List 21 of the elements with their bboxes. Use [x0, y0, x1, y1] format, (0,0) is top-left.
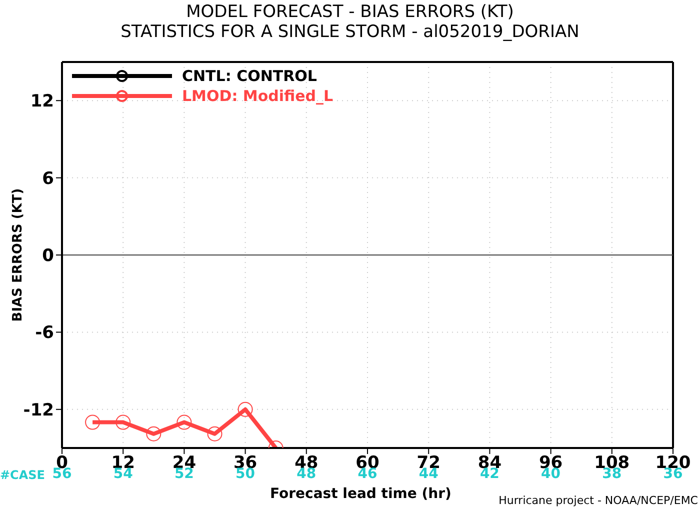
text: Hurricane project - NOAA/NCEP/EMC [498, 494, 698, 507]
y-tick-label: 6 [42, 168, 54, 189]
x-axis-title: Forecast lead time (hr) [270, 486, 452, 502]
y-tick-label: 0 [42, 246, 54, 266]
text: 48 [296, 466, 316, 482]
point [146, 426, 162, 442]
text: 46 [358, 466, 378, 482]
point [207, 426, 222, 442]
point [176, 414, 192, 430]
point [116, 414, 131, 430]
y-axis-title: BIAS ERRORS (KT) [10, 188, 26, 322]
y-tick-label: 12 [30, 92, 54, 112]
legend-label: CNTL: CONTROL [182, 67, 317, 85]
chart-subtitle: STATISTICS FOR A SINGLE STORM - al052019_DORIAN [120, 22, 580, 42]
point [238, 402, 253, 417]
point [85, 414, 100, 430]
text: #CASE [0, 468, 45, 482]
y-tick-label: -6 [35, 323, 54, 344]
text: LMOD: Modified_L [182, 87, 334, 105]
y-tick-label: -12 [23, 400, 54, 420]
chart-title: MODEL FORECAST - BIAS ERRORS (KT) [185, 2, 515, 22]
